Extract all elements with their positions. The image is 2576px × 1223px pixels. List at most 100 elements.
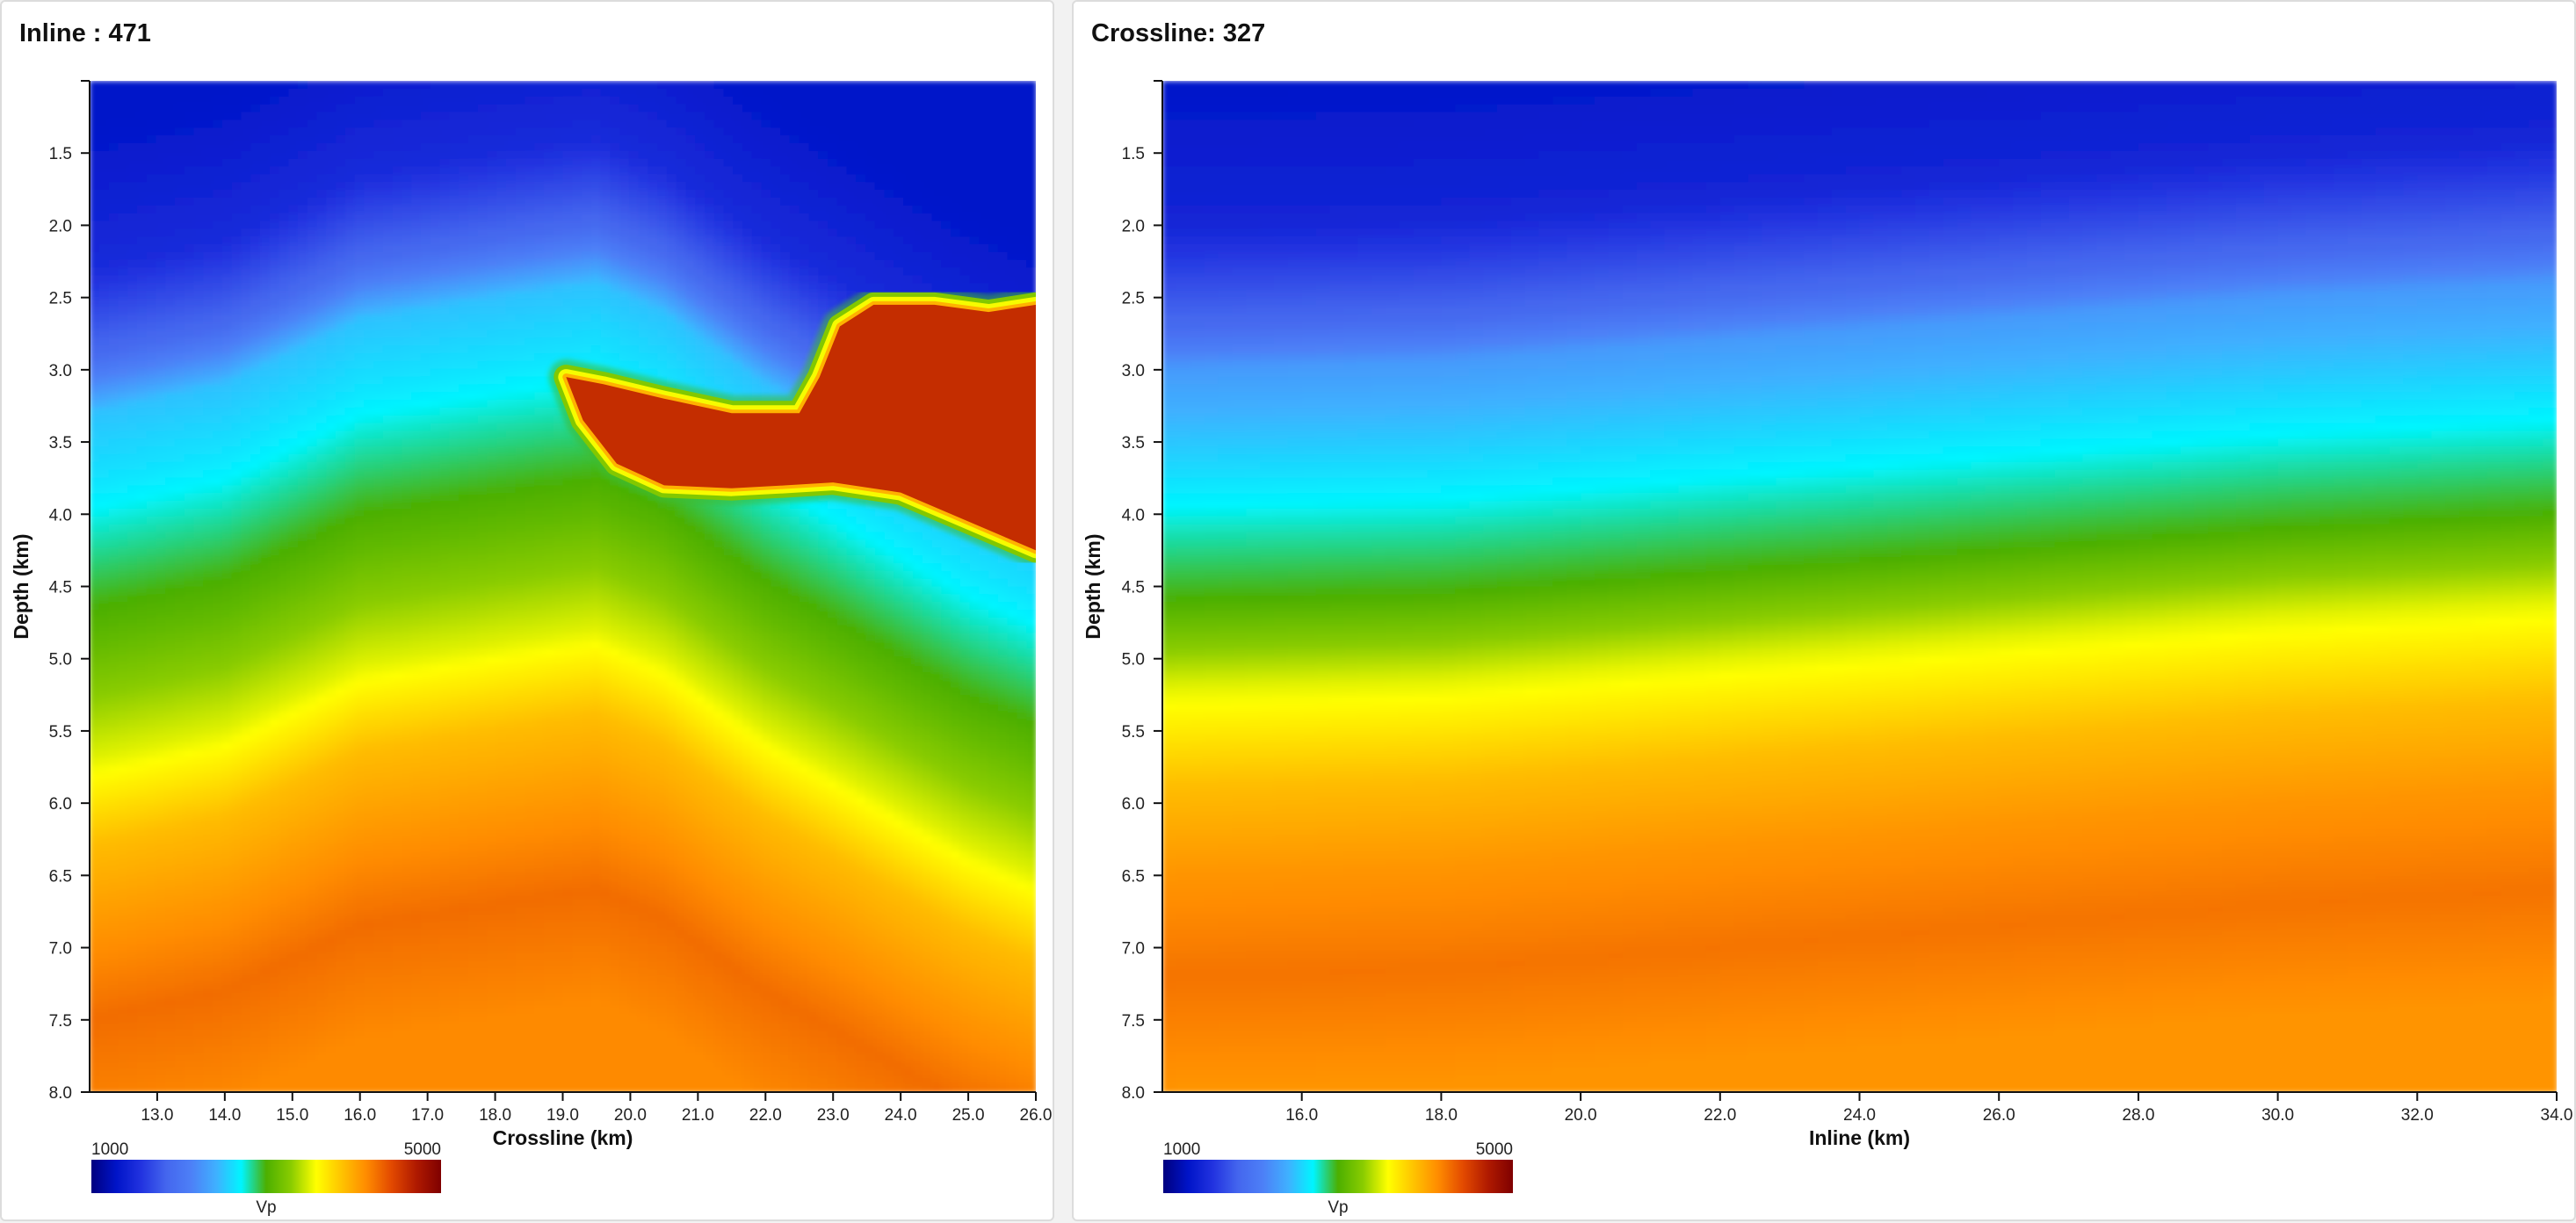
velocity-cell: [269, 648, 280, 657]
velocity-cell: [420, 633, 431, 642]
velocity-cell: [241, 648, 251, 657]
velocity-cell: [402, 446, 412, 455]
velocity-cell: [411, 858, 422, 868]
velocity-cell: [221, 174, 233, 183]
velocity-cell: [98, 221, 110, 230]
velocity-cell: [279, 376, 289, 386]
velocity-cell: [411, 812, 422, 821]
velocity-cell: [118, 501, 128, 510]
velocity-cell: [420, 570, 431, 580]
velocity-cell: [184, 182, 195, 191]
velocity-cell: [344, 734, 356, 743]
velocity-cell: [269, 602, 280, 611]
velocity-cell: [411, 610, 422, 619]
velocity-cell: [307, 664, 318, 673]
velocity-cell: [326, 134, 336, 144]
velocity-cell: [439, 415, 451, 424]
velocity-cell: [203, 772, 213, 782]
velocity-cell: [279, 843, 289, 852]
velocity-cell: [344, 322, 356, 331]
velocity-cell: [90, 804, 100, 814]
velocity-cell: [241, 602, 251, 611]
velocity-cell: [165, 625, 176, 634]
velocity-cell: [98, 189, 110, 199]
velocity-cell: [108, 104, 119, 113]
velocity-cell: [108, 757, 119, 766]
velocity-cell: [136, 1038, 148, 1046]
velocity-cell: [420, 392, 431, 401]
velocity-cell: [316, 267, 328, 277]
velocity-cell: [307, 182, 318, 191]
velocity-cell: [98, 368, 110, 378]
velocity-cell: [279, 1038, 289, 1046]
velocity-cell: [316, 485, 328, 495]
velocity-cell: [98, 384, 110, 393]
velocity-cell: [269, 772, 280, 782]
velocity-cell: [402, 555, 412, 564]
velocity-cell: [297, 306, 308, 315]
velocity-cell: [402, 1076, 412, 1085]
velocity-cell: [269, 158, 280, 168]
velocity-cell: [118, 1060, 128, 1070]
velocity-cell: [221, 780, 233, 790]
velocity-cell: [250, 400, 261, 409]
velocity-cell: [203, 944, 213, 953]
velocity-cell: [439, 298, 451, 308]
velocity-cell: [213, 352, 223, 362]
velocity-cell: [449, 469, 459, 479]
velocity-cell: [364, 1006, 374, 1016]
velocity-cell: [118, 843, 128, 852]
velocity-cell: [269, 283, 280, 292]
velocity-cell: [165, 368, 176, 378]
velocity-cell: [241, 438, 251, 447]
velocity-cell: [326, 858, 336, 868]
velocity-cell: [373, 291, 384, 300]
velocity-cell: [336, 850, 346, 860]
velocity-cell: [336, 578, 346, 588]
velocity-cell: [364, 205, 374, 214]
velocity-cell: [231, 298, 242, 308]
velocity-cell: [326, 959, 336, 969]
velocity-cell: [136, 586, 148, 596]
velocity-cell: [136, 602, 148, 611]
velocity-cell: [326, 835, 336, 844]
velocity-cell: [288, 858, 299, 868]
velocity-cell: [326, 119, 336, 128]
velocity-cell: [98, 570, 110, 580]
velocity-cell: [430, 345, 441, 354]
velocity-cell: [297, 897, 308, 907]
velocity-cell: [213, 835, 223, 844]
velocity-cell: [269, 959, 280, 969]
velocity-cell: [439, 376, 451, 386]
velocity-cell: [439, 119, 451, 128]
velocity-cell: [316, 1014, 328, 1024]
velocity-cell: [297, 508, 308, 517]
velocity-cell: [411, 243, 422, 253]
velocity-cell: [156, 929, 166, 937]
velocity-cell: [269, 625, 280, 634]
velocity-cell: [127, 96, 138, 105]
velocity-cell: [316, 929, 328, 937]
inline-section-chart[interactable]: 1.52.02.53.03.54.04.55.05.56.06.57.07.58…: [2, 2, 1056, 1223]
velocity-cell: [288, 236, 299, 245]
velocity-cell: [316, 858, 328, 868]
velocity-cell: [382, 687, 394, 697]
velocity-cell: [136, 236, 148, 245]
velocity-cell: [344, 975, 356, 984]
velocity-cell: [203, 726, 213, 735]
velocity-cell: [279, 796, 289, 806]
velocity-cell: [213, 765, 223, 774]
velocity-cell: [392, 142, 403, 152]
velocity-cell: [241, 508, 251, 517]
velocity-cell: [430, 796, 441, 806]
velocity-cell: [307, 959, 318, 969]
velocity-cell: [364, 812, 374, 821]
velocity-cell: [326, 633, 336, 642]
velocity-cell: [241, 967, 251, 976]
velocity-cell: [269, 306, 280, 315]
velocity-cell: [231, 921, 242, 930]
velocity-cell: [344, 858, 356, 868]
velocity-cell: [449, 112, 459, 121]
velocity-cell: [411, 772, 422, 782]
velocity-cell: [221, 881, 233, 891]
